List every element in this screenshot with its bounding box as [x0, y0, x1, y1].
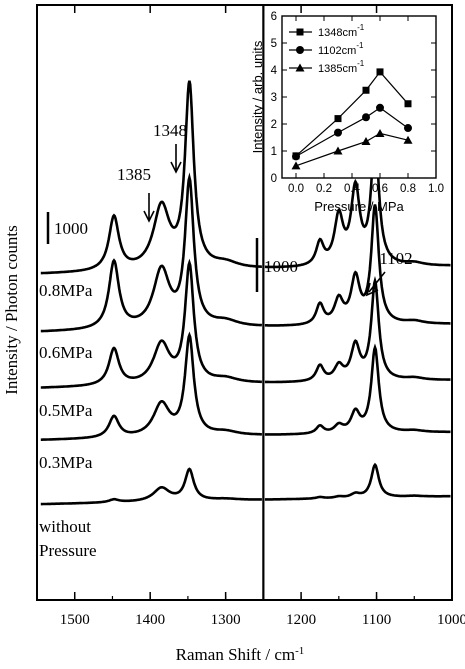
- x-tick-label: 1500: [60, 612, 90, 628]
- inset-data-point: [404, 100, 412, 108]
- inset-y-tick-label: 1: [271, 146, 277, 158]
- inset-x-tick-label: 0.4: [344, 183, 361, 195]
- inset-data-point: [362, 86, 370, 94]
- spectrum-line-left: [40, 80, 262, 275]
- legend-label: 1385cm-1: [318, 59, 365, 75]
- y-axis-title: Intensity / Photon counts: [2, 225, 21, 395]
- inset-data-point: [333, 146, 343, 155]
- x-tick-label: 1400: [135, 612, 165, 628]
- legend-marker: [296, 28, 304, 36]
- inset-y-tick-label: 6: [271, 11, 277, 23]
- inset-plot-panel: 0.0 0.2 0.4 0.6 0.8 1.0 0 1 2 3 4 5 6 Pressure / MPa I…: [250, 11, 444, 214]
- inset-data-point: [403, 135, 413, 144]
- peak-arrow: [143, 193, 155, 223]
- inset-data-point: [292, 152, 300, 161]
- inset-data-point: [375, 128, 385, 137]
- inset-x-tick-label: 0.2: [316, 183, 332, 195]
- spectrum-line-right: [264, 134, 451, 269]
- inset-y-tick-label: 5: [271, 38, 277, 50]
- series-label: 0.6MPa: [39, 343, 93, 362]
- x-tick-label: 1000: [437, 612, 465, 628]
- spectrum-line-left: [40, 258, 262, 389]
- spectrum-line-left: [40, 172, 263, 333]
- inset-x-tick-label: 1.0: [428, 183, 444, 195]
- inset-data-point: [334, 128, 342, 137]
- spectrum-line-right: [264, 204, 451, 327]
- inset-data-point: [334, 115, 342, 123]
- peak-annotation: 1102: [379, 249, 412, 268]
- inset-data-point: [291, 161, 301, 170]
- series-label: 0.8MPa: [39, 281, 93, 300]
- inset-data-point: [376, 68, 384, 76]
- legend-marker: [296, 46, 304, 54]
- spectrum-line-left: [40, 467, 262, 506]
- inset-y-tick-label: 3: [271, 92, 277, 104]
- spectrum-line-right: [264, 276, 451, 384]
- inset-data-point: [361, 137, 371, 146]
- peak-arrow: [170, 144, 182, 174]
- x-axis-title: Raman Shift / cm-1: [176, 645, 305, 664]
- inset-x-tick-label: 0.8: [400, 183, 416, 195]
- peak-annotation: 1348: [153, 121, 187, 140]
- spectrum-line-right: [264, 462, 451, 501]
- series-label: 0.3MPa: [39, 453, 93, 472]
- series-label: without: [39, 517, 91, 536]
- peak-annotation: 1385: [117, 165, 151, 184]
- inset-data-point: [362, 113, 370, 122]
- scale-bar-right-label: 1000: [264, 257, 298, 276]
- spectrum-line-left: [40, 331, 262, 441]
- inset-x-tick-label: 0.6: [372, 183, 388, 195]
- plot-frame: [36, 4, 453, 601]
- inset-y-tick-label: 4: [271, 65, 278, 77]
- series-label: Pressure: [39, 541, 97, 560]
- inset-x-axis-title: Pressure / MPa: [314, 199, 404, 214]
- series-label: 0.5MPa: [39, 401, 93, 420]
- inset-data-point: [404, 124, 412, 133]
- scale-bar-left-label: 1000: [54, 219, 88, 238]
- inset-y-tick-label: 0: [271, 173, 277, 185]
- spectrum-line-right: [264, 343, 451, 436]
- inset-y-tick-label: 2: [271, 119, 277, 131]
- x-tick-label: 1100: [362, 612, 391, 628]
- peak-arrow: [365, 271, 386, 297]
- main-plot-panel: 1500 1400 1300 1200 1100 1000 Raman Shift / cm…: [2, 4, 465, 664]
- inset-x-tick-label: 0.0: [288, 183, 304, 195]
- inset-data-point: [376, 103, 384, 112]
- legend-marker: [295, 63, 305, 72]
- x-tick-label: 1300: [211, 612, 241, 628]
- legend-label: 1348cm-1: [318, 23, 365, 39]
- legend-label: 1102cm-1: [318, 41, 364, 57]
- x-tick-label: 1200: [286, 612, 316, 628]
- inset-y-axis-title: Intensity / arb. units: [250, 40, 265, 153]
